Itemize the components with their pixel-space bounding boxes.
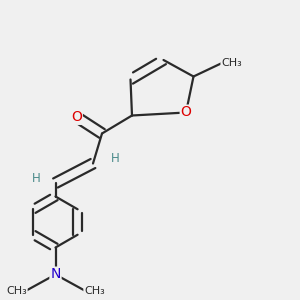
Text: CH₃: CH₃ [6,286,27,296]
Text: CH₃: CH₃ [84,286,105,296]
Text: O: O [71,110,82,124]
Text: O: O [181,106,191,119]
Text: H: H [32,172,40,185]
Text: CH₃: CH₃ [221,58,242,68]
Text: H: H [111,152,120,166]
Text: N: N [50,268,61,281]
